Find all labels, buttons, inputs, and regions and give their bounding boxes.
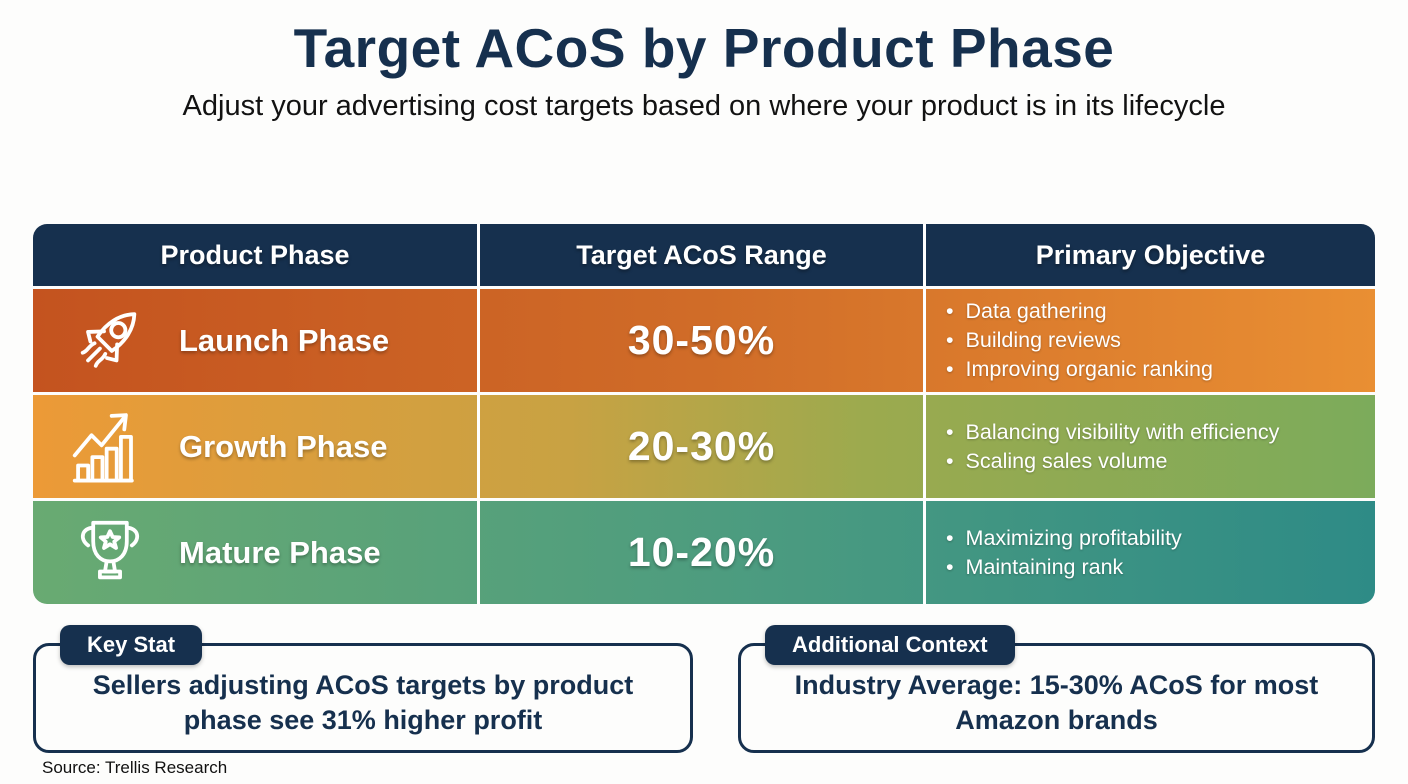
launch-objectives: • Data gathering • Building reviews • Impro… <box>926 289 1375 392</box>
objective-text: Data gathering <box>965 299 1107 323</box>
page-title: Target ACoS by Product Phase <box>293 17 1115 79</box>
callout-section: Key Stat Sellers adjusting ACoS targets … <box>33 625 1375 753</box>
objective-text: Maximizing profitability <box>965 525 1182 550</box>
mature-acos-range: 10-20% <box>480 501 926 604</box>
phase-label: Launch Phase <box>179 322 390 358</box>
bullet-icon: • <box>946 554 954 579</box>
objective-item: • Maximizing profitability <box>946 526 1367 551</box>
key-stat-text: Sellers adjusting ACoS targets by produc… <box>92 669 634 735</box>
table-header-row: Product Phase Target ACoS Range Primary … <box>33 224 1375 286</box>
additional-context-badge: Additional Context <box>765 625 1015 665</box>
mature-phase-cell: Mature Phase <box>33 501 480 604</box>
growth-phase-cell: Growth Phase <box>33 395 480 498</box>
page-subtitle: Adjust your advertising cost targets bas… <box>182 90 1226 122</box>
objective-item: • Improving organic ranking <box>946 357 1367 382</box>
key-stat-badge: Key Stat <box>60 625 203 665</box>
objective-text: Scaling sales volume <box>965 448 1168 473</box>
trophy-icon <box>67 510 153 596</box>
objective-text: Building reviews <box>965 328 1121 352</box>
phase-label: Growth Phase <box>179 428 388 464</box>
column-header-primary-objective: Primary Objective <box>1035 239 1266 270</box>
objective-text: Balancing visibility with efficiency <box>965 419 1280 444</box>
bullet-icon: • <box>946 525 954 550</box>
table-row-launch: Launch Phase 30-50% • Data gathering • Bui… <box>33 289 1375 392</box>
objective-item: • Data gathering <box>946 299 1367 324</box>
bullet-icon: • <box>946 357 954 381</box>
objective-item: • Building reviews <box>946 328 1367 353</box>
objective-text: Maintaining rank <box>965 554 1124 579</box>
objective-item: • Scaling sales volume <box>946 449 1367 474</box>
table-row-mature: Mature Phase 10-20% • Maximizing profitab… <box>33 501 1375 604</box>
bullet-icon: • <box>946 419 954 444</box>
additional-context-box: Additional Context Industry Average: 15-… <box>738 625 1375 753</box>
acos-table: Product Phase Target ACoS Range Primary … <box>33 224 1375 604</box>
column-header-target-acos-range: Target ACoS Range <box>480 224 926 286</box>
mature-objectives: • Maximizing profitability • Maintaining r… <box>926 501 1375 604</box>
bullet-icon: • <box>946 299 954 323</box>
objective-text: Improving organic ranking <box>965 357 1213 381</box>
bullet-icon: • <box>946 328 954 352</box>
launch-phase-cell: Launch Phase <box>33 289 480 392</box>
infographic-page: Target ACoS by Product Phase Adjust your… <box>0 16 1408 784</box>
key-stat-box: Key Stat Sellers adjusting ACoS targets … <box>33 625 693 753</box>
launch-acos-range: 30-50% <box>480 289 926 392</box>
table-row-growth: Growth Phase 20-30% • Balancing visibilit… <box>33 395 1375 498</box>
objective-item: • Maintaining rank <box>946 555 1367 580</box>
bullet-icon: • <box>946 448 954 473</box>
growth-acos-range: 20-30% <box>480 395 926 498</box>
source-attribution: Source: Trellis Research <box>42 758 228 777</box>
growth-objectives: • Balancing visibility with efficiency • S… <box>926 395 1375 498</box>
growth-chart-icon <box>67 404 153 490</box>
objective-item: • Balancing visibility with efficiency <box>946 420 1367 445</box>
additional-context-text: Industry Average: 15-30% ACoS for most A… <box>794 669 1319 735</box>
column-header-product-phase: Product Phase <box>33 224 480 286</box>
rocket-icon <box>67 298 153 384</box>
phase-label: Mature Phase <box>179 534 381 570</box>
